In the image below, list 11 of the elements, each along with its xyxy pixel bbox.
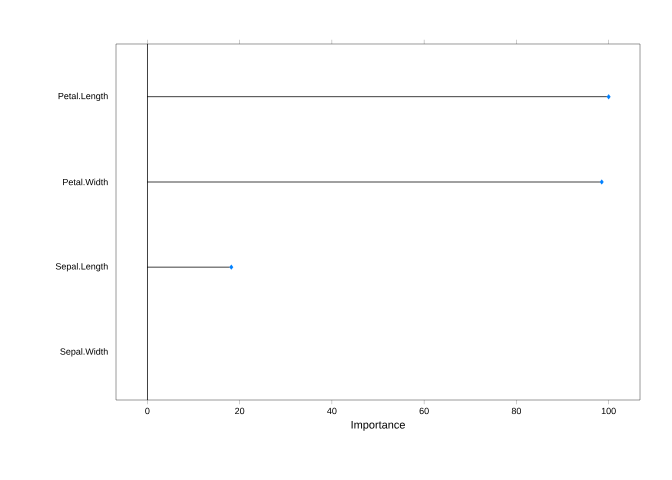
x-axis-title: Importance [352,420,405,431]
x-tick-label: 100 [602,408,616,414]
y-tick-label: Sepal.Length [56,262,108,272]
x-tick-label: 20 [235,408,244,414]
y-tick-label: Sepal.Width [60,348,108,356]
y-tick-label: Petal.Width [63,178,108,186]
x-tick-label: 0 [145,408,150,414]
y-tick-label: Petal.Length [58,92,108,101]
x-tick-label: 40 [327,408,337,414]
x-tick-label: 60 [420,408,429,414]
x-tick-label: 80 [512,408,522,414]
